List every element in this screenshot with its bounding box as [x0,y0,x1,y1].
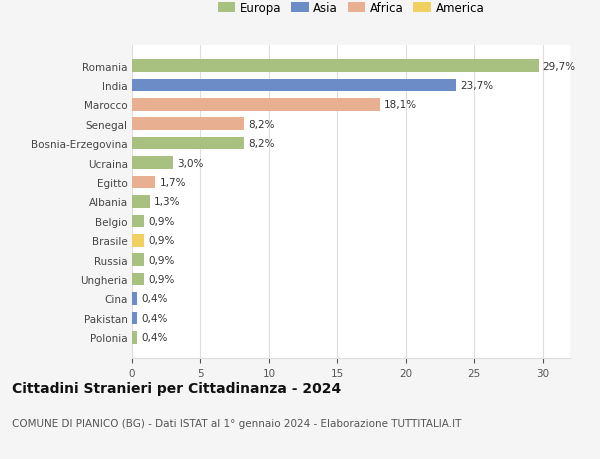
Bar [132,235,145,247]
Bar [132,292,137,305]
Bar [132,79,457,92]
Bar [132,176,155,189]
Bar [132,254,145,266]
Text: 0,4%: 0,4% [142,294,168,304]
Text: 8,2%: 8,2% [248,119,275,129]
Bar [132,312,137,325]
Text: 1,7%: 1,7% [160,178,186,188]
Text: 23,7%: 23,7% [461,81,494,91]
Text: 8,2%: 8,2% [248,139,275,149]
Text: 0,4%: 0,4% [142,333,168,342]
Legend: Europa, Asia, Africa, America: Europa, Asia, Africa, America [218,2,484,15]
Text: 1,3%: 1,3% [154,197,181,207]
Bar [132,60,539,73]
Text: COMUNE DI PIANICO (BG) - Dati ISTAT al 1° gennaio 2024 - Elaborazione TUTTITALIA: COMUNE DI PIANICO (BG) - Dati ISTAT al 1… [12,418,461,428]
Text: 0,9%: 0,9% [148,255,175,265]
Bar [132,196,150,208]
Bar [132,157,173,169]
Text: Cittadini Stranieri per Cittadinanza - 2024: Cittadini Stranieri per Cittadinanza - 2… [12,381,341,395]
Text: 0,4%: 0,4% [142,313,168,323]
Bar [132,331,137,344]
Text: 3,0%: 3,0% [177,158,203,168]
Bar [132,138,244,150]
Text: 0,9%: 0,9% [148,216,175,226]
Text: 29,7%: 29,7% [542,62,576,71]
Bar [132,99,380,112]
Bar [132,273,145,286]
Text: 0,9%: 0,9% [148,274,175,285]
Text: 18,1%: 18,1% [384,100,417,110]
Text: 0,9%: 0,9% [148,236,175,246]
Bar [132,118,244,131]
Bar [132,215,145,228]
